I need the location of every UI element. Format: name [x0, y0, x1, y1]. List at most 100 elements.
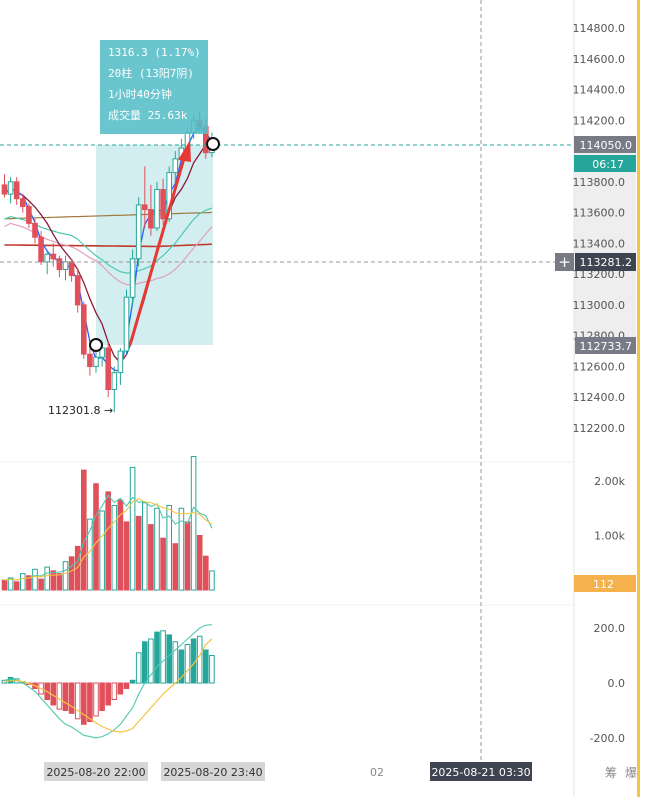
candle-body	[172, 158, 179, 174]
volume-value-tag: 112	[593, 578, 614, 591]
candle-body	[81, 304, 87, 355]
macd-bar	[178, 649, 185, 684]
volume-bar	[44, 566, 51, 591]
countdown-tag-bg	[574, 155, 636, 172]
crosshair-time-tag: 2025-08-21 03:30	[431, 766, 530, 779]
candle-body	[117, 350, 124, 374]
time-tag-start: 2025-08-20 22:00	[46, 766, 145, 779]
macd-bar	[81, 682, 87, 725]
range-low-price-tag: 112733.7	[580, 340, 633, 353]
macd-tick-label: 200.0	[594, 622, 626, 635]
volume-bar	[117, 499, 124, 591]
time-tag-end: 2025-08-20 23:40	[163, 766, 262, 779]
volume-bar	[68, 556, 75, 591]
price-tick-label: 112400.0	[573, 391, 626, 404]
price-tick-label: 112600.0	[573, 361, 626, 374]
crosshair-price-tag: 113281.2	[580, 256, 633, 269]
macd-bar	[203, 649, 209, 684]
accent-border	[637, 0, 640, 797]
candle-body	[154, 189, 160, 229]
candle-body	[129, 258, 136, 298]
macd-bar	[99, 682, 105, 711]
time-tag-end-bg	[161, 762, 265, 781]
volume-bar	[56, 573, 63, 591]
current-price-tag-bg	[574, 136, 636, 153]
low-price-marker: 112301.8 →	[48, 404, 113, 417]
ma-long-brown	[4, 211, 212, 220]
time-tag-start-bg	[44, 762, 148, 781]
price-tick-label: 113200.0	[573, 268, 626, 281]
candle-body	[87, 353, 93, 368]
candle-body	[26, 206, 32, 224]
macd-bar	[62, 682, 69, 711]
macd-bar	[68, 682, 75, 714]
price-tick-label: 113600.0	[573, 207, 626, 220]
candle-body	[93, 356, 99, 367]
volume-tick-label: 1.00k	[594, 530, 625, 543]
crosshair-price-tag-bg	[575, 253, 636, 271]
macd-bar	[93, 682, 99, 717]
grid-lines	[0, 461, 574, 606]
measure-start-handle[interactable]	[89, 338, 103, 352]
crosshair-plus-button-bg[interactable]	[555, 253, 574, 271]
volume-bar	[123, 521, 130, 591]
volume-bar	[154, 507, 160, 591]
volume-ma-slow	[4, 498, 213, 581]
volume-bar	[93, 483, 99, 591]
macd-bar	[154, 631, 160, 684]
tooltip-duration: 1小时40分钟	[108, 88, 172, 101]
tooltip-volume: 成交量 25.63k	[108, 109, 188, 122]
volume-bar	[7, 577, 14, 591]
candle-body	[62, 261, 69, 270]
volume-bar	[160, 537, 166, 591]
candle-body	[13, 181, 20, 200]
candle-body	[1, 184, 8, 195]
volume-bar	[105, 491, 112, 591]
y-axis-ticks: 114800.0 114600.0 114400.0 114200.0 113800.0…	[573, 22, 626, 745]
volume-bar	[209, 570, 215, 591]
plus-icon[interactable]: +	[558, 253, 571, 271]
price-tick-label: 112200.0	[573, 422, 626, 435]
glyph-chips[interactable]: 筹	[605, 766, 617, 780]
volume-bar	[1, 579, 8, 591]
measure-end-handle[interactable]	[206, 137, 220, 151]
candle-body	[142, 204, 148, 210]
volume-bar	[196, 535, 203, 591]
macd-bar	[184, 644, 191, 684]
volume-ma-fast	[4, 494, 213, 581]
volume-bar	[32, 568, 38, 591]
macd-lines	[4, 624, 213, 739]
macd-bar	[74, 682, 81, 720]
price-tick-label: 113000.0	[573, 299, 626, 312]
price-tick-label: 114800.0	[573, 22, 626, 35]
volume-bar	[81, 469, 87, 591]
axis-range-band	[574, 137, 636, 352]
volume-bar	[135, 515, 142, 591]
volume-value-tag-bg	[574, 575, 636, 592]
trend-arrow-head	[178, 140, 191, 162]
volume-bar	[26, 575, 32, 591]
ma-mid-teal	[4, 207, 213, 274]
candle-body	[44, 253, 51, 263]
macd-bar	[123, 682, 130, 689]
measure-tooltip: 1316.3 (1.17%) 20柱 (13阳7阴) 1小时40分钟 成交量 2…	[100, 40, 208, 134]
volume-tick-label: 2.00k	[594, 475, 625, 488]
macd-bar	[105, 682, 112, 706]
candle-body	[7, 181, 14, 195]
volume-bar	[87, 518, 93, 591]
candle-body	[38, 236, 44, 263]
volume-bar	[50, 570, 57, 591]
macd-bar	[160, 630, 166, 684]
candle-body	[135, 204, 142, 260]
price-tick-label: 113800.0	[573, 176, 626, 189]
macd-bar	[148, 638, 154, 684]
macd-bar	[196, 635, 203, 684]
candle-body	[68, 261, 75, 277]
candle-body	[123, 296, 130, 352]
glyph-burst[interactable]: 爆	[625, 766, 637, 780]
volume-bar	[190, 456, 197, 591]
volume-bar	[99, 510, 105, 591]
volume-bar	[142, 502, 148, 591]
candle-body	[148, 209, 154, 229]
volume-bar	[38, 578, 44, 591]
